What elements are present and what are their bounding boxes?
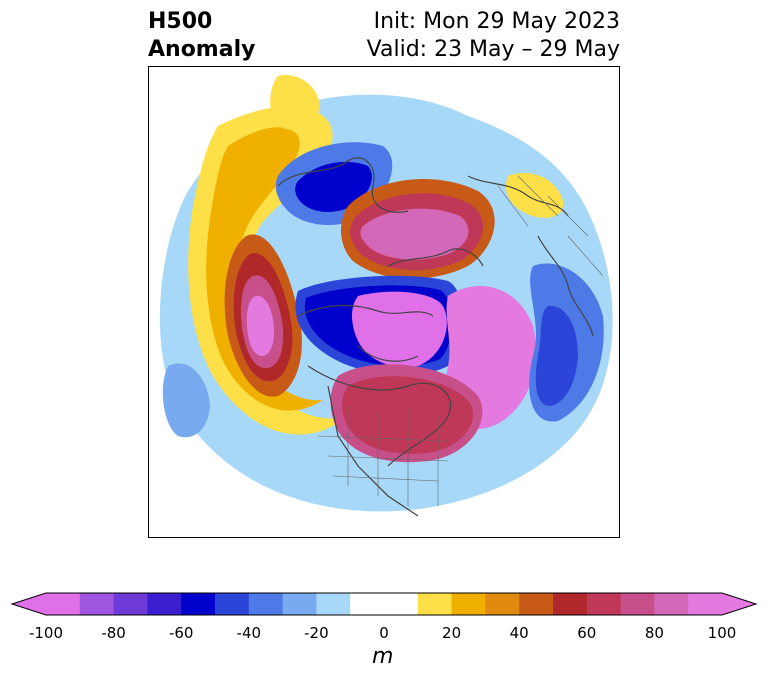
colorbar-ticks: -100 -80 -60 -40 -20 0 20 40 60 80 100 — [0, 624, 768, 644]
colorbar-tick: -100 — [28, 624, 64, 642]
colorbar-extend-low — [12, 593, 46, 615]
map-title-right: Init: Mon 29 May 2023 Valid: 23 May – 29… — [367, 8, 620, 64]
colorbar-bins — [12, 593, 756, 615]
colorbar-tick: 40 — [509, 624, 529, 642]
colorbar-bin — [688, 593, 723, 615]
init-time-label: Init: Mon 29 May 2023 — [373, 9, 620, 34]
colorbar-bin — [147, 593, 182, 615]
colorbar-bin — [46, 593, 81, 615]
colorbar-bin — [384, 593, 419, 615]
valid-period-label: Valid: 23 May – 29 May — [366, 37, 620, 62]
anomaly-map — [148, 66, 620, 538]
colorbar-bin — [282, 593, 317, 615]
colorbar-bin — [553, 593, 588, 615]
colorbar-bin — [248, 593, 284, 615]
colorbar-tick: -60 — [168, 624, 194, 642]
colorbar-bin — [316, 593, 351, 615]
colorbar-bin — [620, 593, 655, 615]
title-variable: H500 — [148, 9, 213, 34]
colorbar — [10, 592, 758, 616]
colorbar-bin — [215, 593, 250, 615]
colorbar-tick: -80 — [101, 624, 126, 642]
title-product: Anomaly — [148, 37, 256, 62]
colorbar-bin — [181, 593, 216, 615]
colorbar-bin — [586, 593, 622, 615]
colorbar-bin — [519, 593, 554, 615]
colorbar-tick: 60 — [577, 624, 597, 642]
colorbar-bin — [485, 593, 520, 615]
colorbar-extend-high — [722, 593, 756, 615]
colorbar-bin — [654, 593, 689, 615]
colorbar-tick: 0 — [379, 624, 389, 642]
colorbar-tick: -20 — [304, 624, 329, 642]
colorbar-bin — [113, 593, 148, 615]
colorbar-bin — [451, 593, 486, 615]
colorbar-tick: 20 — [442, 624, 462, 642]
colorbar-bin — [350, 593, 385, 615]
colorbar-bin — [79, 593, 115, 615]
colorbar-tick: 80 — [644, 624, 664, 642]
colorbar-tick: 100 — [707, 624, 737, 642]
colorbar-unit: m — [372, 644, 394, 669]
colorbar-tick: -40 — [236, 624, 262, 642]
map-title-left: H500 Anomaly — [148, 8, 255, 64]
political-borders — [317, 175, 604, 506]
colorbar-bin — [417, 593, 453, 615]
